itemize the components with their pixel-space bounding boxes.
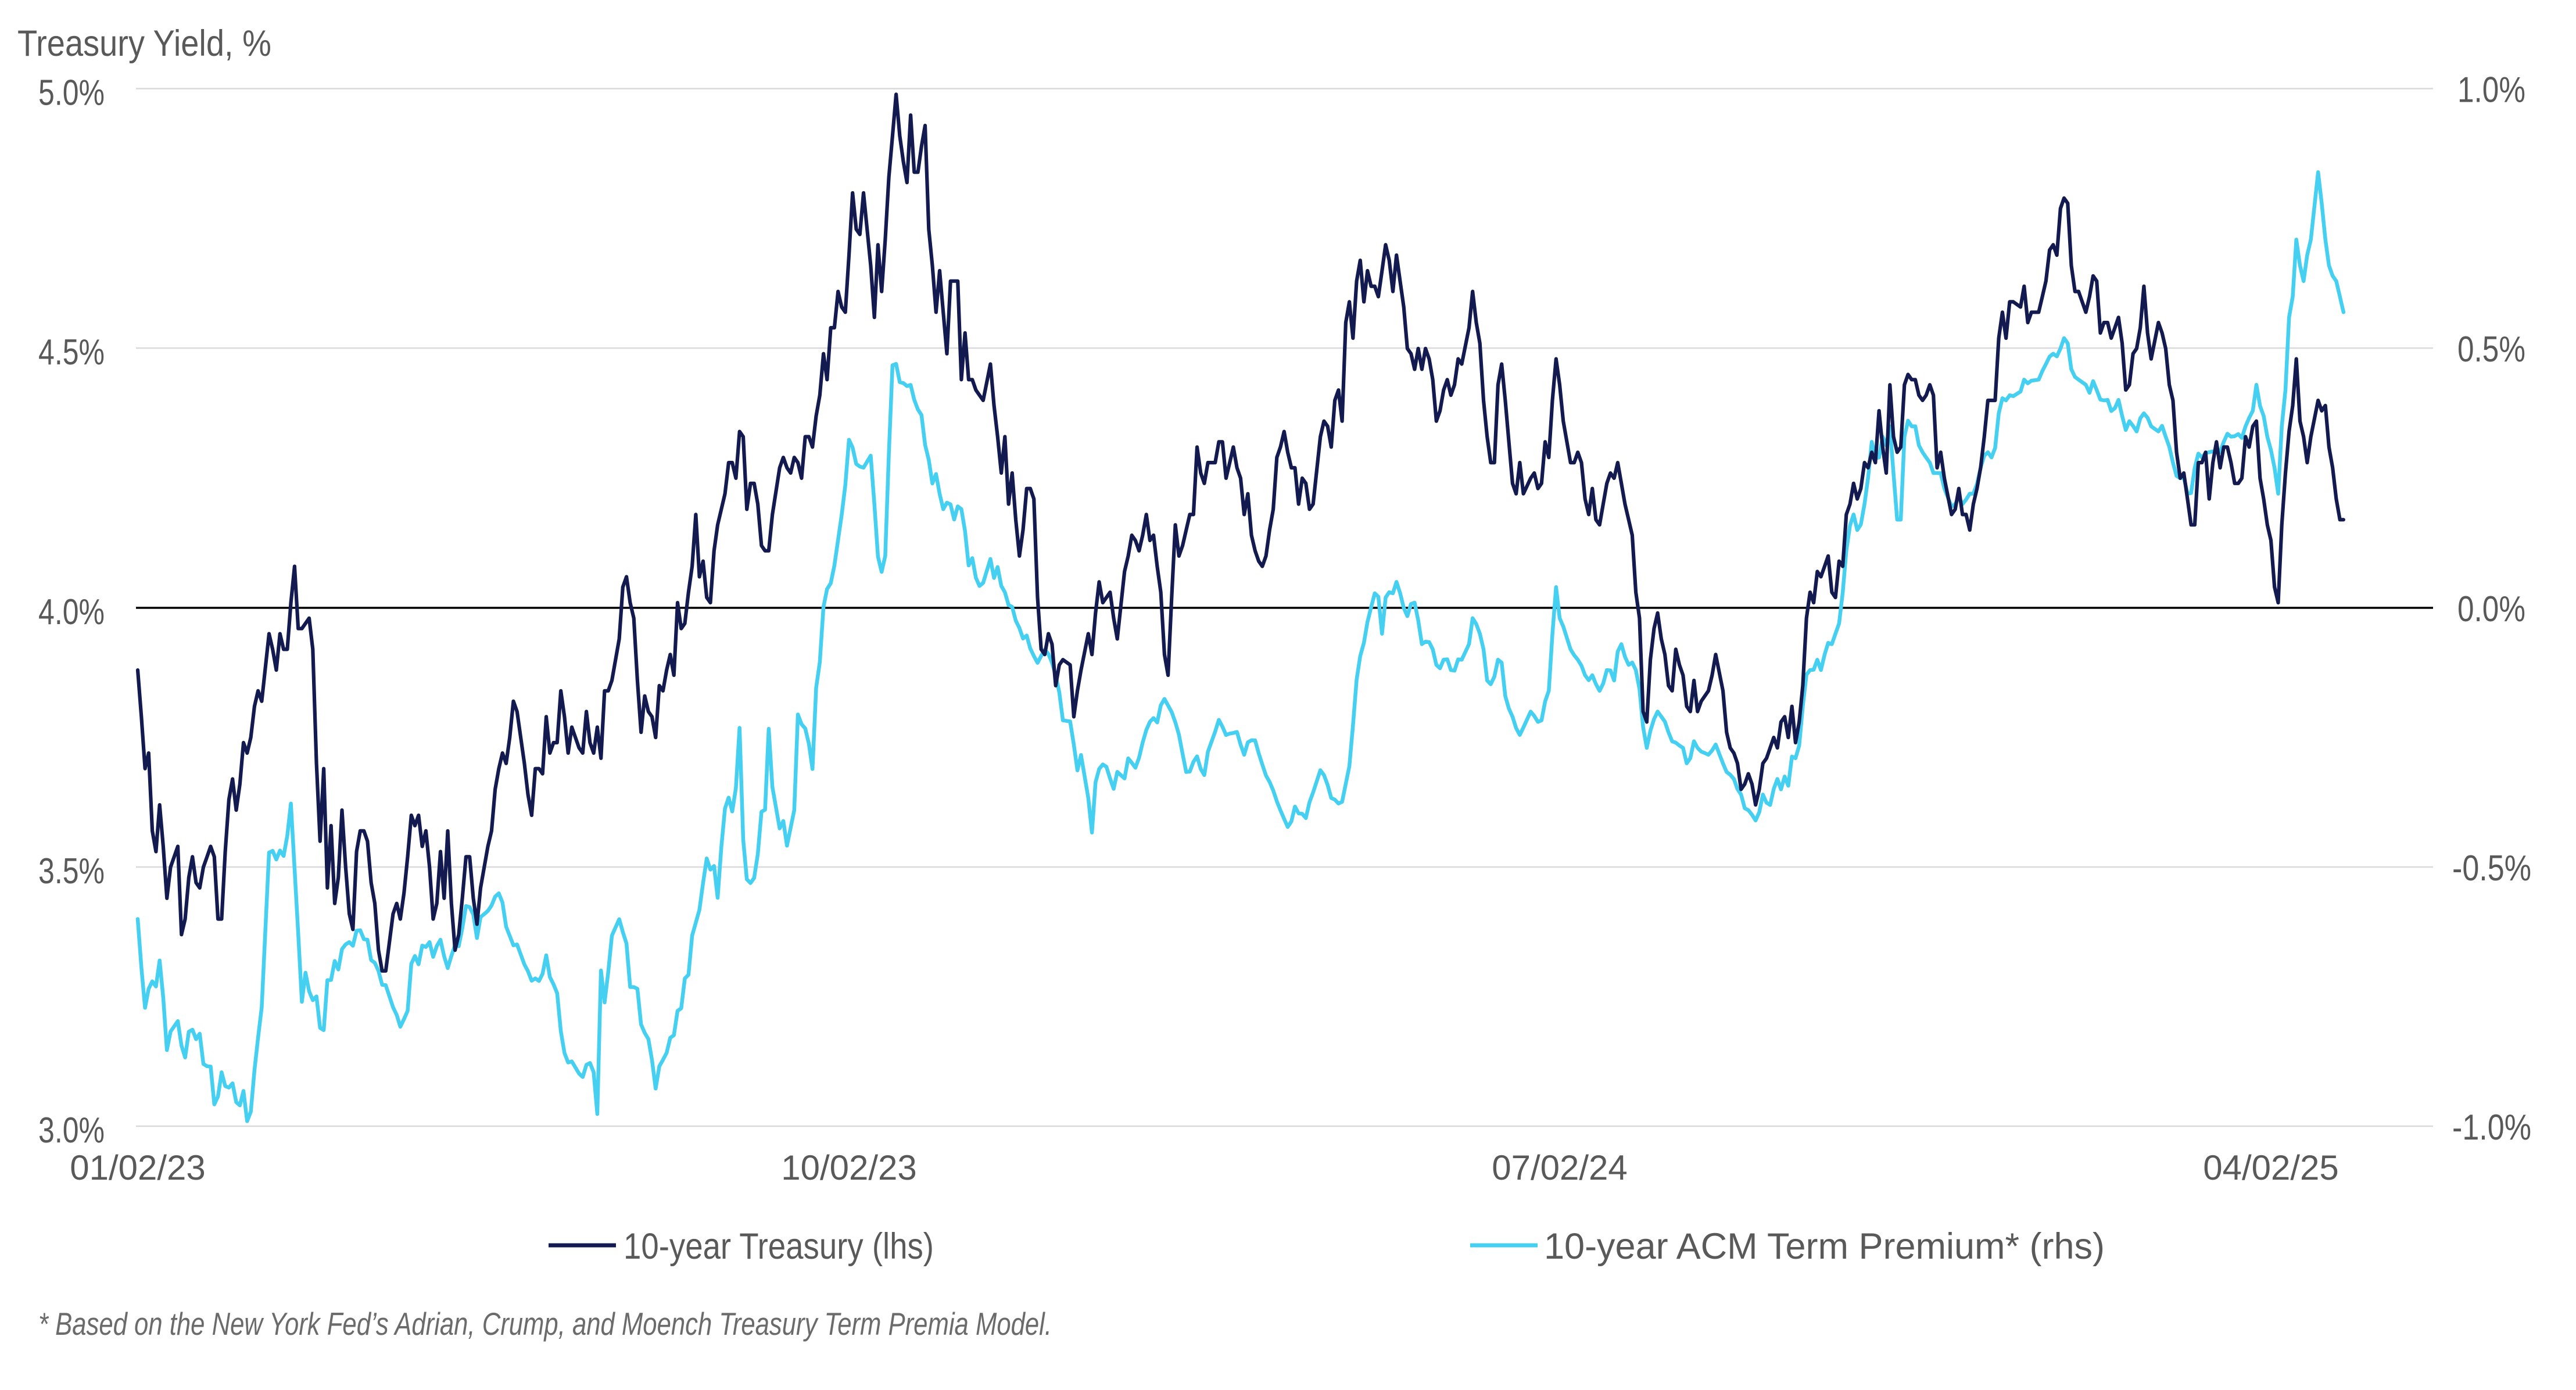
svg-text:10/02/23: 10/02/23 (781, 1148, 917, 1187)
svg-text:1.0%: 1.0% (2457, 70, 2525, 110)
svg-text:3.0%: 3.0% (38, 1110, 105, 1151)
svg-text:4.0%: 4.0% (38, 592, 105, 632)
svg-text:10-year Treasury (lhs): 10-year Treasury (lhs) (624, 1226, 934, 1267)
svg-text:3.5%: 3.5% (38, 851, 105, 891)
svg-text:10-year ACM Term Premium* (rhs: 10-year ACM Term Premium* (rhs) (1544, 1226, 2105, 1267)
svg-text:0.0%: 0.0% (2457, 589, 2525, 629)
svg-text:01/02/23: 01/02/23 (70, 1148, 206, 1187)
svg-text:-1.0%: -1.0% (2452, 1108, 2531, 1148)
svg-text:5.0%: 5.0% (38, 73, 105, 113)
svg-text:04/02/25: 04/02/25 (2203, 1148, 2339, 1187)
svg-text:-0.5%: -0.5% (2452, 848, 2531, 889)
svg-text:* Based on the New York Fed’s: * Based on the New York Fed’s Adrian, Cr… (38, 1306, 1052, 1342)
svg-text:4.5%: 4.5% (38, 332, 105, 372)
svg-text:0.5%: 0.5% (2457, 329, 2525, 370)
svg-text:07/02/24: 07/02/24 (1492, 1148, 1628, 1187)
svg-text:Treasury Yield, %: Treasury Yield, % (17, 23, 271, 64)
